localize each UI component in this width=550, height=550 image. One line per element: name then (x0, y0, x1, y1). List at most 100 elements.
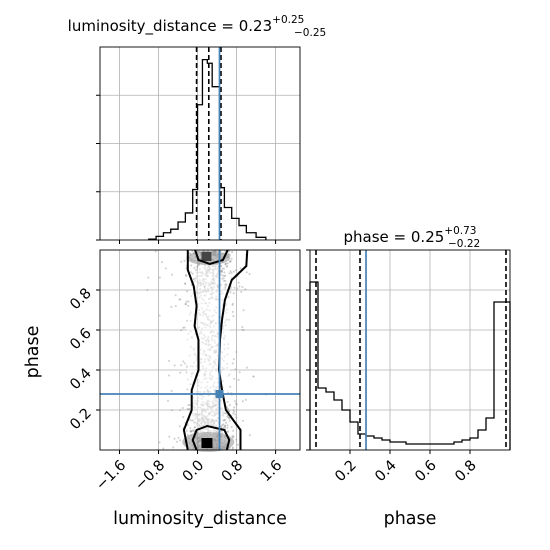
sample-point (189, 430, 193, 433)
x-tick-label: 0.4 (372, 458, 400, 486)
title-name: luminosity_distance (68, 17, 217, 36)
sample-point (232, 315, 235, 318)
sample-point (189, 419, 192, 422)
sample-point (227, 252, 230, 255)
x-tick-label: 0.6 (412, 458, 440, 486)
sample-point (233, 410, 236, 413)
panel-ticks (96, 289, 277, 454)
y-tick-label: 0.8 (67, 286, 95, 314)
sample-point (167, 359, 171, 362)
panel-grid (100, 47, 300, 240)
sample-point (223, 418, 226, 421)
sample-point (226, 424, 229, 427)
sample-point (226, 262, 229, 265)
sample-point (241, 400, 244, 403)
sample-point (252, 375, 255, 378)
sample-point (182, 416, 185, 419)
x-axis-label: luminosity_distance (113, 509, 287, 529)
sample-point (187, 404, 190, 407)
sample-point (191, 272, 194, 275)
sample-point (187, 408, 190, 411)
sample-point (184, 303, 187, 306)
joint-panel (96, 249, 301, 454)
sample-point (231, 310, 234, 313)
sample-point (231, 434, 234, 437)
sample-point (185, 290, 189, 293)
sample-point (235, 438, 238, 441)
phase-histogram (309, 281, 511, 450)
sample-point (223, 271, 226, 274)
x-tick-label: 1.6 (258, 458, 286, 486)
sample-point (174, 294, 177, 297)
sample-point (232, 270, 235, 273)
sample-point (242, 328, 245, 332)
sample-point (158, 314, 161, 317)
truth-marker (215, 390, 224, 398)
sample-point (220, 265, 223, 268)
sample-point (189, 430, 192, 433)
sample-point (220, 425, 223, 428)
sample-point (178, 425, 181, 428)
sample-point (231, 362, 234, 365)
sample-point (184, 282, 187, 285)
sample-point (234, 402, 238, 405)
sample-point (190, 264, 193, 267)
sample-point (227, 408, 230, 411)
sample-point (170, 409, 173, 412)
sample-point (191, 250, 194, 253)
quantile-lines (315, 250, 507, 450)
sample-point (221, 267, 224, 270)
sample-point (223, 419, 226, 422)
sample-point (195, 269, 198, 272)
sample-point (173, 437, 176, 440)
sample-point (193, 266, 196, 270)
title-plus: +0.25 (272, 14, 304, 26)
sample-point (185, 300, 188, 303)
sample-point (237, 378, 240, 381)
sample-point (244, 398, 247, 401)
sample-point (227, 410, 231, 413)
sample-point (222, 277, 225, 280)
sample-point (226, 400, 229, 403)
contour-inner-high (194, 249, 229, 266)
sample-point (226, 405, 229, 409)
sample-point (178, 298, 181, 301)
sample-point (224, 274, 227, 277)
sample-point (229, 270, 232, 273)
sample-point (179, 371, 182, 374)
density-max-low (201, 438, 213, 448)
sample-point (154, 250, 157, 253)
x-tick-label: 0.8 (219, 458, 247, 486)
sample-point (229, 291, 232, 294)
sample-point (238, 285, 241, 288)
sample-point (220, 270, 223, 273)
sample-point (235, 350, 238, 354)
contour-outer-left (182, 250, 200, 451)
sample-point (224, 262, 227, 265)
sample-point (226, 264, 229, 268)
title-value: 0.23 (239, 17, 272, 35)
sample-point (238, 371, 241, 374)
sample-point (232, 429, 235, 432)
sample-point (232, 435, 235, 438)
sample-point (242, 309, 245, 312)
phase-title: phase = 0.25+0.73 (344, 225, 477, 246)
sample-point (158, 441, 161, 444)
sample-point (162, 447, 165, 450)
sample-point (232, 292, 235, 295)
sample-point (179, 439, 182, 442)
title-plus: +0.73 (444, 225, 476, 237)
y-tick-label: 0.4 (67, 366, 95, 394)
sample-point (245, 271, 248, 274)
sample-point (245, 366, 248, 369)
sample-point (252, 375, 255, 378)
sample-point (220, 430, 223, 433)
sample-point (226, 430, 229, 433)
y-tick-label: 0.6 (67, 326, 95, 354)
sample-point (220, 271, 223, 274)
sample-point (235, 269, 238, 272)
sample-point (183, 362, 186, 365)
sample-point (244, 288, 247, 291)
sample-point (189, 430, 192, 433)
sample-point (173, 364, 176, 367)
